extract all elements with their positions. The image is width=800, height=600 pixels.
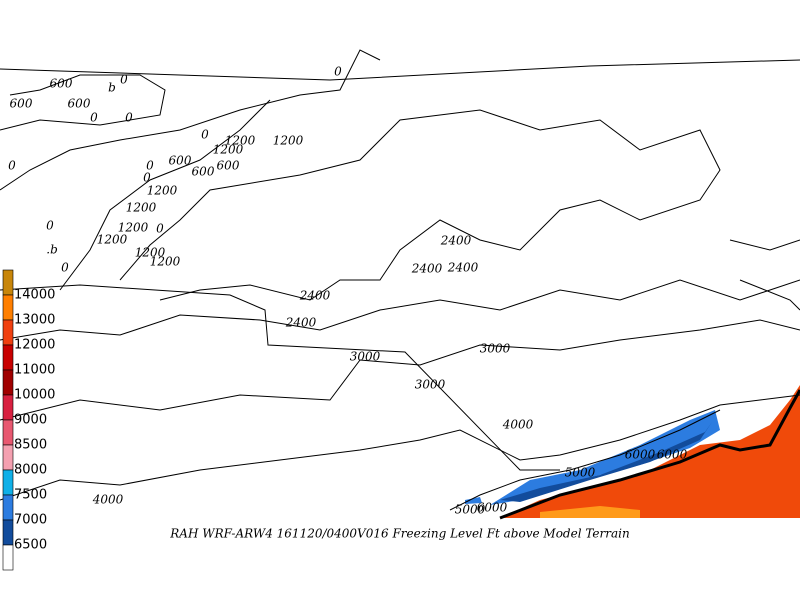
contour-label: 0 [201, 128, 209, 142]
contour-label: 1200 [135, 246, 166, 260]
contour-line [0, 394, 800, 501]
colorbar-swatch [2, 344, 14, 371]
contour-label: 4000 [502, 418, 534, 432]
contour-label: 2400 [299, 289, 331, 303]
contour-label: 0 [90, 111, 98, 125]
contour-label: 0 [8, 159, 16, 173]
contour-label: 6000 [625, 448, 656, 462]
contour-line [119, 109, 721, 301]
contour-label: 1200 [225, 134, 256, 148]
contour-line [59, 99, 271, 291]
contour-label: 2400 [440, 234, 472, 248]
colorbar-label: 10000 [14, 388, 55, 403]
colorbar-label: 6500 [14, 538, 47, 553]
colorbar-swatch [2, 494, 14, 521]
colorbar-label: 7500 [14, 488, 47, 503]
fill-region [490, 410, 720, 505]
contour-label: 3000 [350, 350, 381, 364]
contour-label: 1200 [97, 233, 128, 247]
contour-label: 600 [10, 97, 33, 111]
contour-line [0, 279, 800, 341]
contour-line [0, 74, 166, 131]
colorbar-label: 8000 [14, 463, 47, 478]
contour-label: .b [46, 243, 58, 257]
contour-label: 5000 [565, 466, 596, 480]
colorbar-swatch [2, 294, 14, 321]
colorbar-label: 8500 [14, 438, 47, 453]
contour-label: 600 [217, 159, 240, 173]
contour-label: 2400 [447, 261, 479, 275]
colorbar-swatch [2, 394, 14, 421]
contour-label: 0 [120, 73, 128, 87]
colorbar-swatch [2, 269, 14, 296]
contour-label: 1200 [118, 221, 149, 235]
colorbar-label: 11000 [14, 363, 55, 378]
colorbar-swatch [2, 369, 14, 396]
colorbar-label: 7000 [14, 513, 47, 528]
contour-label: 0 [61, 261, 69, 275]
contour-line [729, 239, 800, 311]
colorbar: 14000 13000 12000 11000 10000 9000 8500 8000 750… [2, 269, 55, 571]
contour-label: 0 [46, 219, 54, 233]
contour-label: 600 [50, 77, 73, 91]
contour-label: 0 [156, 222, 164, 236]
fill-region [465, 497, 482, 504]
contour-label: 0 [334, 65, 342, 79]
contour-label: 3000 [480, 342, 511, 356]
contour-label: 0 [146, 159, 154, 173]
contour-label: 600 [192, 165, 215, 179]
fill-region [500, 422, 712, 502]
contour-label: 5000 [455, 503, 486, 517]
colorbar-label: 13000 [14, 313, 55, 328]
colorbar-label: 12000 [14, 338, 55, 353]
contour-line [0, 319, 800, 421]
fill-region [540, 506, 640, 518]
contour-label: 2400 [411, 262, 443, 276]
contour-label: 1200 [273, 134, 304, 148]
contour-label: 1200 [150, 255, 181, 269]
colorbar-label: 14000 [14, 288, 55, 303]
colorbar-swatch [2, 469, 14, 496]
contour-label: 6000 [477, 501, 508, 515]
colorbar-swatch [2, 444, 14, 471]
colorbar-label: 9000 [14, 413, 47, 428]
colorbar-swatch [2, 419, 14, 446]
colorbar-swatch [2, 319, 14, 346]
fill-region [500, 385, 800, 518]
contour-label: 600 [68, 97, 91, 111]
contour-label: 1200 [126, 201, 157, 215]
caption: RAH WRF-ARW4 161120/0400V016 Freezing Le… [169, 527, 629, 541]
contour-label: 600 [169, 154, 192, 168]
contour-label: 6000 [657, 448, 688, 462]
boundary-line [0, 59, 800, 81]
contour-label: b [108, 81, 116, 95]
contour-label: 0 [143, 171, 151, 185]
contour-label: 2400 [285, 316, 317, 330]
contour-label: 0 [125, 111, 133, 125]
colorbar-swatch [2, 544, 14, 571]
colorbar-swatch [2, 519, 14, 546]
contour-line [449, 409, 721, 511]
terrain-edge [499, 389, 800, 520]
contour-label: 3000 [415, 378, 446, 392]
contour-line [0, 49, 381, 191]
contour-label: 1200 [213, 143, 244, 157]
contour-label: 1200 [147, 184, 178, 198]
contour-label: 4000 [92, 493, 124, 507]
